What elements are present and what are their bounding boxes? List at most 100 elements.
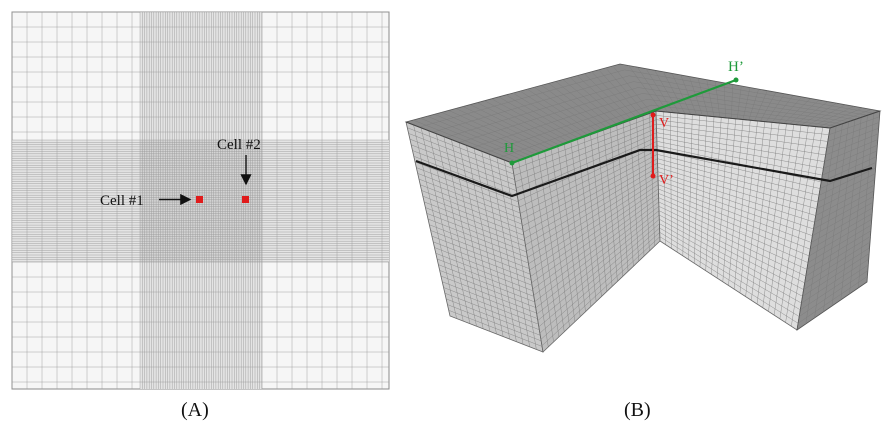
mesh-line <box>656 132 825 162</box>
mesh-line <box>414 161 519 203</box>
mesh-line <box>656 136 824 169</box>
mesh-line <box>433 241 532 280</box>
mesh-line <box>659 214 804 290</box>
mesh-line <box>825 133 879 156</box>
mesh-line <box>532 197 659 290</box>
mesh-line <box>440 275 537 314</box>
mesh-line <box>408 133 514 175</box>
mesh-line <box>815 184 875 216</box>
mesh-line <box>411 144 516 186</box>
mesh-line <box>485 99 648 153</box>
mesh-line <box>438 264 535 303</box>
cell-1-marker <box>196 196 203 203</box>
mesh-line <box>642 93 849 122</box>
mesh-line <box>658 210 805 284</box>
mesh-line <box>658 193 810 257</box>
mesh-line <box>637 87 856 120</box>
mesh-line <box>431 235 531 275</box>
cell-2-marker <box>242 196 249 203</box>
mesh-line <box>810 213 873 250</box>
mesh-line <box>436 258 534 297</box>
mesh-line <box>656 115 829 135</box>
mesh-line <box>807 224 872 263</box>
mesh-line <box>446 298 541 336</box>
panel-a-mesh <box>11 11 390 390</box>
mesh-line <box>812 202 874 236</box>
profile-v-end-dot <box>650 173 656 179</box>
panel-a-caption: (A) <box>181 399 209 421</box>
mesh-line <box>657 171 815 223</box>
mesh-line <box>658 201 807 270</box>
mesh-line <box>442 281 538 319</box>
mesh-line <box>804 241 871 284</box>
mesh-line <box>822 150 878 176</box>
mesh-line <box>656 119 828 142</box>
mesh-line <box>659 219 803 297</box>
mesh-line <box>529 184 659 271</box>
profile-h-start-dot <box>509 160 515 166</box>
mesh-line <box>537 219 660 321</box>
mesh-line <box>409 138 515 180</box>
mesh-line <box>826 127 879 149</box>
mesh-line <box>657 154 820 196</box>
mesh-line <box>444 292 540 330</box>
mesh-line <box>498 104 652 159</box>
mesh-line <box>541 236 661 346</box>
mesh-line <box>533 201 659 296</box>
mesh-line <box>657 162 817 209</box>
mesh-line <box>658 180 813 236</box>
mesh-line <box>425 207 526 247</box>
mesh-line <box>659 236 799 324</box>
profile-h-end-dot <box>733 77 739 83</box>
mesh-line <box>432 75 630 133</box>
mesh-line <box>515 123 657 183</box>
mesh-line <box>517 132 657 195</box>
mesh-line <box>526 171 658 252</box>
mesh-line <box>524 162 658 239</box>
mesh-line <box>413 156 518 197</box>
mesh-line <box>813 196 874 230</box>
mesh-line <box>827 122 880 142</box>
mesh-line <box>512 115 657 170</box>
mesh-line <box>520 145 658 214</box>
mesh-line <box>427 218 528 258</box>
mesh-line <box>817 173 876 203</box>
profile-v-label: V <box>659 116 669 131</box>
mesh-line <box>806 230 872 270</box>
mesh-line <box>516 128 657 189</box>
mesh-line <box>412 150 517 191</box>
mesh-line <box>802 253 870 297</box>
cell-1-label: Cell #1 <box>100 193 144 209</box>
mesh-line <box>651 104 837 127</box>
mesh-line <box>659 232 800 317</box>
mesh-line <box>657 158 818 203</box>
mesh-line <box>633 81 862 118</box>
panel-b-caption: (B) <box>624 399 651 421</box>
mesh-line <box>659 223 802 304</box>
mesh-line <box>534 206 660 302</box>
mesh-line <box>658 184 812 243</box>
profile-v-prime-label: V’ <box>659 173 674 188</box>
mesh-line <box>435 253 534 292</box>
mesh-line <box>535 210 660 309</box>
mesh-line <box>540 232 660 340</box>
mesh-line <box>525 167 658 246</box>
mesh-line <box>531 193 659 283</box>
mesh-line <box>448 310 543 347</box>
mesh-line <box>521 149 658 220</box>
mesh-line <box>472 93 643 148</box>
mesh-line <box>814 190 875 223</box>
mesh-line <box>528 180 659 264</box>
mesh-line <box>828 116 880 135</box>
mesh-line <box>420 184 523 225</box>
mesh-line <box>659 227 801 310</box>
panel-b-block <box>404 63 882 353</box>
mesh-line <box>539 227 660 334</box>
mesh-line <box>656 128 826 156</box>
mesh-line <box>458 87 639 143</box>
mesh-line <box>422 195 524 236</box>
layer-boundary-line <box>415 148 873 198</box>
mesh-line <box>536 214 660 315</box>
mesh-line <box>445 81 634 138</box>
